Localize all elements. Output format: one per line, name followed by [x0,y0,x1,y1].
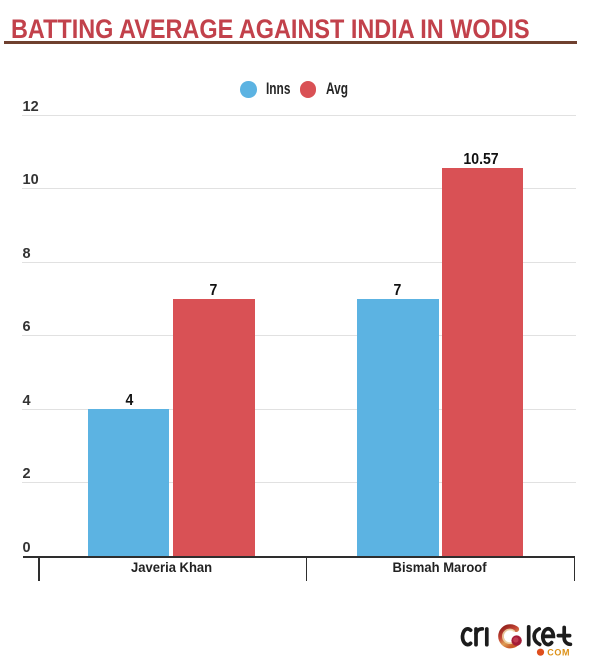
svg-text:COM: COM [547,647,570,657]
